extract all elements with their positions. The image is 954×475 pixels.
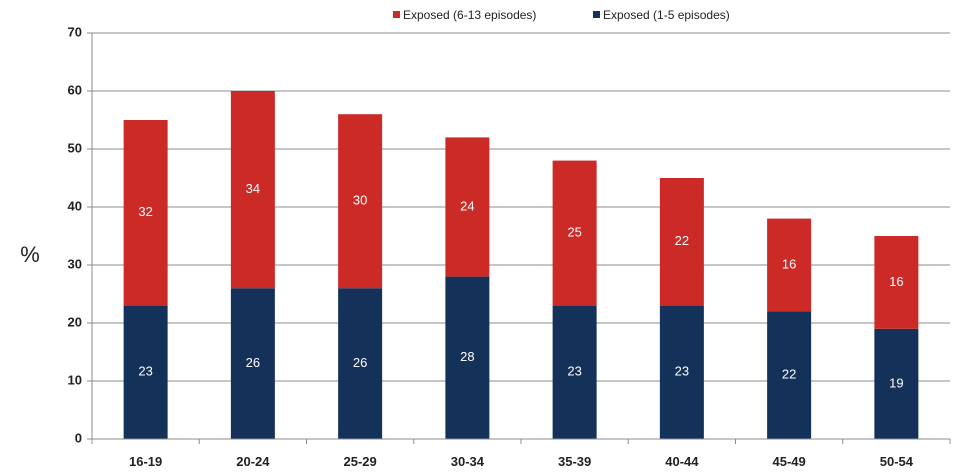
bar-segment bbox=[123, 305, 168, 439]
data-label: 23 bbox=[675, 364, 689, 379]
data-label: 32 bbox=[138, 204, 152, 219]
bar-segment bbox=[552, 305, 597, 439]
y-tick-label: 10 bbox=[68, 372, 82, 387]
y-tick-label: 50 bbox=[68, 140, 82, 155]
data-label: 28 bbox=[460, 349, 474, 364]
data-label: 26 bbox=[246, 355, 260, 370]
x-tick-label: 20-24 bbox=[236, 454, 270, 469]
data-label: 34 bbox=[246, 181, 260, 196]
data-label: 19 bbox=[889, 375, 903, 390]
y-tick-label: 30 bbox=[68, 256, 82, 271]
y-tick-label: 60 bbox=[68, 82, 82, 97]
bar-segment bbox=[874, 328, 919, 439]
legend-swatch bbox=[593, 11, 600, 18]
legend-label: Exposed (1-5 episodes) bbox=[603, 8, 730, 22]
bar-segment bbox=[445, 276, 490, 439]
x-tick-label: 25-29 bbox=[344, 454, 377, 469]
bar-segment bbox=[338, 288, 383, 439]
bar-segment bbox=[659, 178, 704, 306]
y-tick-label: 0 bbox=[75, 430, 82, 445]
data-label: 25 bbox=[567, 225, 581, 240]
y-tick-label: 40 bbox=[68, 198, 82, 213]
bar-segment bbox=[767, 218, 812, 312]
x-tick-label: 30-34 bbox=[451, 454, 485, 469]
x-tick-label: 16-19 bbox=[129, 454, 162, 469]
data-label: 23 bbox=[567, 364, 581, 379]
bar-segment bbox=[123, 120, 168, 306]
bar-segment bbox=[338, 114, 383, 289]
y-axis-label: % bbox=[20, 242, 40, 267]
y-tick-label: 70 bbox=[68, 24, 82, 39]
data-label: 24 bbox=[460, 198, 474, 213]
x-tick-label: 45-49 bbox=[773, 454, 806, 469]
legend-label: Exposed (6-13 episodes) bbox=[403, 8, 536, 22]
bar-segment bbox=[874, 236, 919, 329]
data-label: 26 bbox=[353, 355, 367, 370]
x-tick-label: 40-44 bbox=[665, 454, 699, 469]
data-label: 22 bbox=[675, 233, 689, 248]
data-label: 22 bbox=[782, 367, 796, 382]
bar-segment bbox=[552, 160, 597, 306]
bar-segment bbox=[767, 311, 812, 439]
bar-segment bbox=[445, 137, 490, 277]
bar-segment bbox=[659, 305, 704, 439]
bar-segment bbox=[230, 288, 275, 439]
x-tick-label: 35-39 bbox=[558, 454, 591, 469]
legend-swatch bbox=[393, 11, 400, 18]
x-tick-label: 50-54 bbox=[880, 454, 914, 469]
data-label: 30 bbox=[353, 193, 367, 208]
bar-segment bbox=[230, 91, 275, 289]
data-label: 16 bbox=[782, 256, 796, 271]
data-label: 16 bbox=[889, 274, 903, 289]
y-tick-label: 20 bbox=[68, 314, 82, 329]
data-label: 23 bbox=[138, 364, 152, 379]
